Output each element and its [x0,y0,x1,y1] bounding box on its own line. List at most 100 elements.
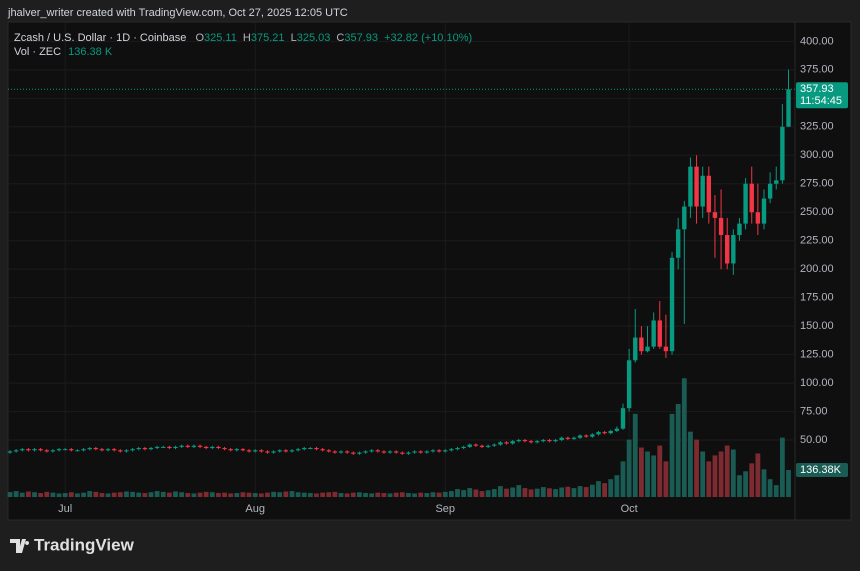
volume-bar [675,403,681,497]
volume-bar [148,492,154,497]
candle-body [38,449,43,451]
volume-bar [418,492,424,497]
candle-body [504,442,509,444]
volume-bar [608,479,614,497]
candle-body [75,450,80,452]
candle-body [694,166,699,207]
candle-body [430,450,436,452]
candle-body [222,448,227,450]
volume-bar [185,493,191,497]
volume-bar [467,488,473,497]
volume-bar [252,493,258,497]
volume-bar [307,493,313,497]
volume-bar [277,492,283,497]
y-tick-label: 325.00 [800,121,834,133]
candle-body [663,346,669,352]
volume-bar [142,493,148,497]
volume-bar [663,461,669,497]
volume-bar [743,471,748,497]
candle-body [669,257,675,352]
candle-body [639,337,644,352]
candle-body [400,452,405,454]
candle-body [614,428,620,431]
candle-body [105,449,111,451]
volume-bar [583,487,589,497]
candle-body [534,441,540,443]
legend-value: 325.11 [204,32,237,44]
volume-tag [796,463,848,478]
y-tick-label: 125.00 [800,349,834,361]
volume-bar [387,493,393,497]
volume-bar [406,493,411,497]
volume-bar [504,488,509,497]
candle-body [608,430,613,434]
candle-body [387,451,393,453]
volume-bar [632,413,638,497]
volume-bar [179,492,185,497]
volume-bar [93,491,99,497]
candle-body [87,448,92,450]
candle-body [406,452,411,454]
candle-body [338,451,344,453]
volume-bar [222,492,227,497]
volume-bar [7,492,13,497]
volume-bar [737,475,742,497]
volume-bar [289,491,295,497]
volume-bar [111,492,117,497]
volume-bar [25,491,31,497]
header-text: jhalver_writer created with TradingView.… [7,7,348,19]
candle-body [700,175,705,207]
candle-body [99,449,105,451]
candle-body [553,440,558,442]
price-tag-value: 357.93 [800,83,834,95]
candle-body [455,448,460,450]
volume-bar [62,493,68,497]
volume-bar [620,461,626,497]
legend-letter: L [291,32,297,44]
candle-body [32,449,37,451]
candle-body [142,448,148,450]
candle-body [130,449,135,451]
y-tick-label: 300.00 [800,149,834,161]
candle-body [167,446,172,449]
volume-bar [718,451,724,497]
plot: 50.00 75.00 100.00 125.00 150.00 175.00 200.00… [7,22,848,515]
candle-body [443,450,448,452]
candle-body [118,450,123,452]
legend-value: 375.21 [251,32,285,44]
candle-body [234,449,240,451]
candle-body [320,449,325,451]
volume-bar [522,488,528,497]
candle-body [124,450,129,452]
volume-bar [638,447,644,497]
volume-bar [154,491,160,497]
volume-bar [44,491,50,497]
volume-bar [571,488,577,497]
candle-body [479,445,485,447]
volume-bar [559,487,565,497]
volume-bar [516,485,522,497]
candle-body [191,445,197,447]
volume-bar [314,493,319,497]
volume-bar [209,492,215,497]
candle-body [657,320,662,347]
volume-bar [553,489,558,497]
candle-body [56,449,62,451]
volume-bar [614,475,620,497]
volume-bar [191,493,197,497]
footer-logo: TradingView [10,535,135,554]
candle-body [246,450,252,452]
candle-body [161,446,166,448]
candle-body [393,451,399,453]
footer-brand: TradingView [34,535,135,554]
volume-value: 136.38 K [68,46,113,58]
candle-body [590,434,595,437]
x-tick-label: Sep [435,503,455,515]
candle-body [283,450,289,452]
legend-line: Zcash / U.S. Dollar · 1D · Coinbase O325… [14,32,472,44]
volume-bar [81,492,86,497]
candle-body [541,440,546,442]
candle-body [436,450,442,452]
volume-bar [173,491,178,497]
